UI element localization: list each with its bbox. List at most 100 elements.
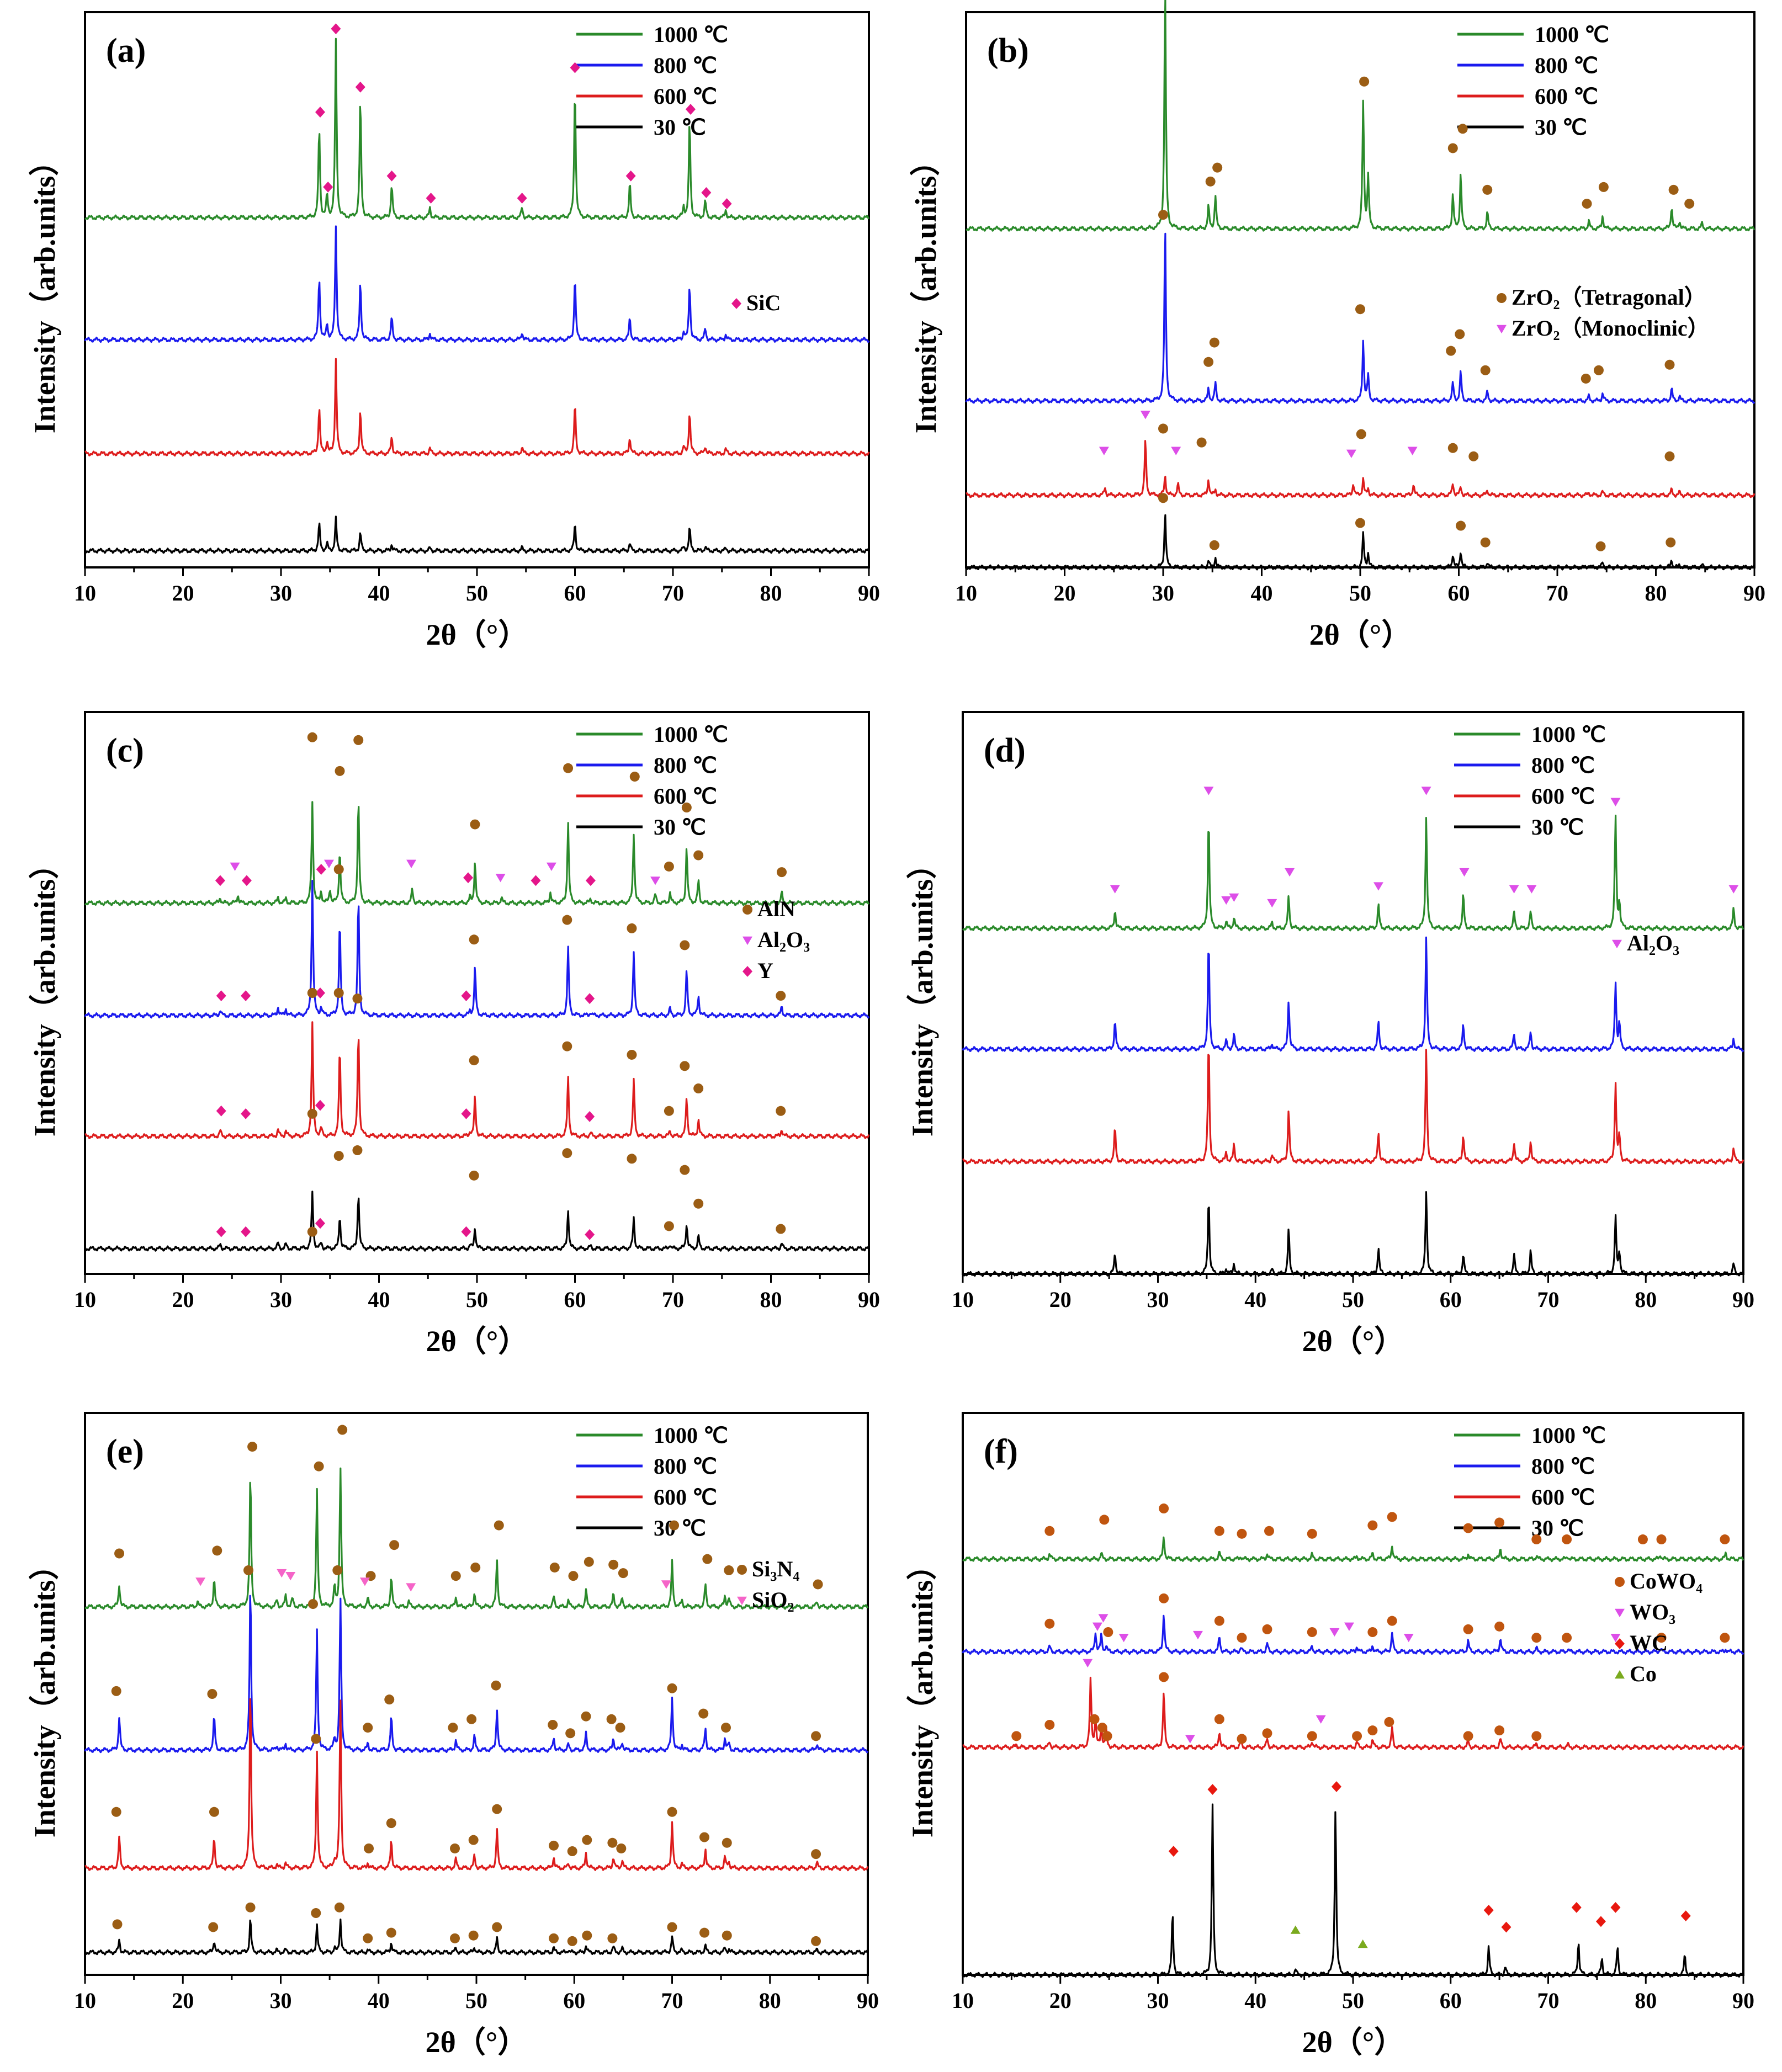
phase-marker	[570, 62, 580, 73]
phase-marker	[468, 1930, 479, 1941]
series-line-30	[84, 516, 869, 554]
phase-marker	[1205, 176, 1216, 187]
legend-label: 600 ℃	[1531, 784, 1595, 809]
series-line-800	[84, 225, 870, 343]
series-line-30	[962, 1803, 1744, 1978]
phase-marker	[1329, 1628, 1340, 1637]
panel-d: 10 20 30 40 50 60 70 80 90 2θ（°） Intensity（arb.uni…	[906, 711, 1754, 1358]
x-tick-label: 70	[1546, 581, 1568, 605]
y-axis-title: Intensity（arb.units）	[909, 146, 942, 434]
legend-label: 1000 ℃	[654, 722, 728, 747]
phase-marker	[307, 732, 317, 742]
y-axis-title: Intensity（arb.units）	[28, 849, 61, 1137]
phase-marker	[546, 862, 556, 872]
phase-marker	[811, 1849, 821, 1860]
phase-marker	[277, 1569, 287, 1578]
phase-marker	[1103, 1627, 1113, 1638]
phase-marker	[1203, 787, 1214, 795]
phase-marker	[685, 104, 696, 115]
x-tick-label: 60	[1448, 581, 1470, 605]
phase-marker	[1446, 346, 1456, 356]
phase-marker	[627, 1154, 637, 1164]
phase-marker	[1407, 447, 1418, 455]
phase-marker	[352, 994, 363, 1004]
phase-legend-marker	[1615, 1608, 1625, 1618]
phase-marker	[245, 1902, 256, 1912]
phase-marker	[1367, 1725, 1378, 1736]
x-axis-title: 2θ（°）	[1302, 1325, 1404, 1358]
phase-marker	[1494, 1725, 1505, 1736]
phase-marker	[664, 1106, 674, 1116]
phase-marker	[212, 1545, 222, 1556]
legend-label: 800 ℃	[654, 753, 717, 778]
phase-marker	[585, 993, 595, 1005]
phase-marker	[241, 990, 251, 1001]
phase-marker	[1044, 1719, 1055, 1730]
phase-marker	[629, 772, 640, 782]
legend-label: 1000 ℃	[1531, 1423, 1606, 1448]
series-line-600	[962, 1676, 1744, 1751]
phase-marker	[323, 181, 333, 193]
phase-legend-marker	[742, 905, 752, 915]
phase-marker	[315, 1099, 325, 1111]
legend-label: 1000 ℃	[654, 22, 728, 47]
phase-marker	[1456, 520, 1466, 531]
phase-marker	[426, 193, 436, 204]
phase-marker	[1403, 1634, 1414, 1643]
phase-marker	[1595, 541, 1606, 551]
phase-marker	[1097, 1723, 1107, 1733]
phase-marker	[1203, 357, 1214, 367]
phase-marker	[112, 1919, 123, 1930]
x-axis-title: 2θ（°）	[1309, 618, 1412, 651]
phase-marker	[1494, 1517, 1505, 1528]
series-line-1000	[84, 38, 870, 221]
panel-label: (c)	[106, 732, 144, 769]
phase-legend-label: ZrO₂（Tetragonal）	[1511, 285, 1706, 310]
phase-marker	[1656, 1534, 1667, 1545]
panel-b: 10 20 30 40 50 60 70 80 90 2θ（°） Intensity（arb.uni…	[909, 0, 1765, 651]
phase-marker	[1159, 1593, 1169, 1603]
legend-label: 600 ℃	[1535, 84, 1598, 109]
x-tick-label: 20	[1054, 581, 1076, 605]
phase-marker	[562, 1148, 572, 1159]
phase-legend-marker	[731, 298, 741, 309]
phase-marker	[1044, 1618, 1055, 1629]
phase-legend-label: SiO₂	[752, 1587, 794, 1612]
phase-marker	[207, 1689, 218, 1699]
phase-legend-label: WC	[1630, 1630, 1668, 1655]
legend-label: 1000 ℃	[1531, 722, 1606, 747]
phase-marker	[311, 1908, 321, 1919]
phase-marker	[463, 872, 474, 884]
x-tick-label: 50	[465, 1988, 487, 2013]
phase-marker	[608, 1559, 619, 1570]
phase-legend-label: Y	[757, 958, 773, 983]
phase-legend-label: Co	[1630, 1661, 1657, 1686]
phase-marker	[114, 1548, 125, 1559]
phase-marker	[333, 988, 344, 998]
phase-marker	[215, 875, 225, 886]
series-line-1000	[84, 801, 870, 906]
phase-marker	[1237, 1633, 1247, 1643]
phase-marker	[567, 1846, 577, 1857]
phase-marker	[1463, 1731, 1473, 1741]
legend-label: 800 ℃	[1531, 1454, 1595, 1479]
series-line-30	[962, 1191, 1744, 1277]
phase-marker	[1480, 537, 1491, 548]
x-tick-label: 40	[1244, 1988, 1266, 2013]
phase-marker	[1720, 1633, 1730, 1643]
phase-marker	[681, 803, 692, 813]
x-tick-label: 10	[74, 1988, 96, 2013]
phase-marker	[230, 862, 240, 872]
x-tick-label: 90	[1732, 1988, 1754, 2013]
phase-marker	[667, 1683, 677, 1693]
phase-marker	[699, 1832, 709, 1842]
phase-marker	[1480, 365, 1491, 375]
x-tick-label: 60	[1440, 1988, 1462, 2013]
phase-marker	[466, 1714, 477, 1724]
phase-marker	[1346, 449, 1356, 458]
phase-marker	[491, 1680, 501, 1691]
series-line-600	[84, 1698, 869, 1872]
phase-legend-label: AlN	[757, 896, 795, 921]
phase-legend-label: ZrO₂（Monoclinic）	[1511, 316, 1710, 341]
phase-marker	[469, 934, 479, 945]
